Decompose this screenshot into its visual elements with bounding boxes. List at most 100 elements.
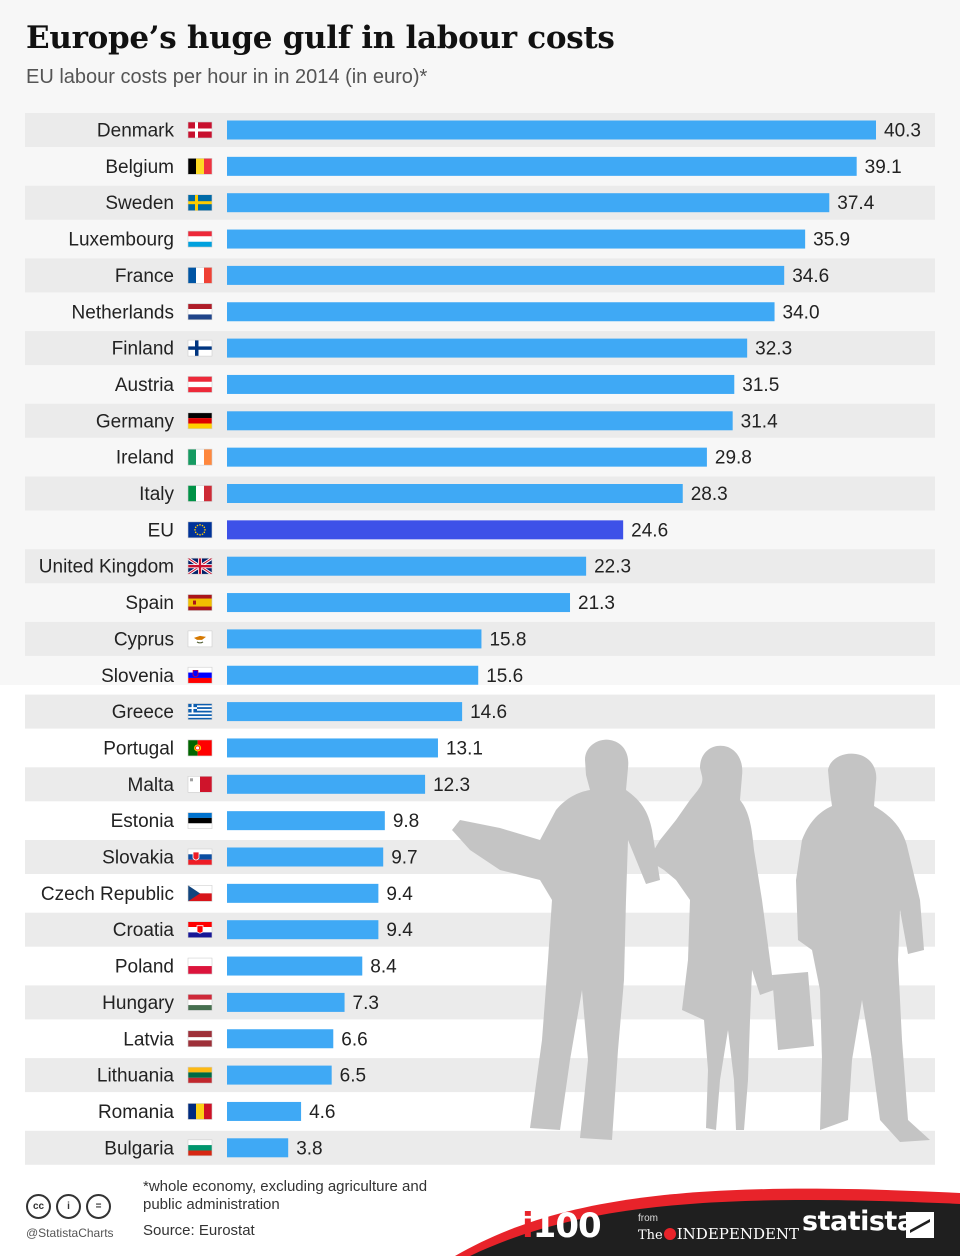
- category-label: Czech Republic: [41, 884, 174, 905]
- value-label: 34.0: [783, 302, 820, 323]
- flag-eu-icon: [187, 521, 213, 539]
- category-label: France: [115, 266, 174, 287]
- flag-france-icon: [187, 267, 213, 284]
- category-label: Romania: [98, 1102, 174, 1123]
- flag-sweden-icon: [187, 194, 213, 211]
- category-label: Latvia: [123, 1029, 174, 1050]
- flag-united-kingdom-icon: [187, 556, 213, 576]
- flag-malta-icon: [187, 775, 213, 793]
- value-label: 39.1: [865, 157, 902, 178]
- flag-denmark-icon: [187, 121, 213, 139]
- value-label: 35.9: [813, 230, 850, 251]
- bar: [227, 920, 379, 940]
- source-label: Source: Eurostat: [143, 1222, 255, 1239]
- bar: [227, 556, 587, 576]
- value-label: 31.5: [742, 375, 779, 396]
- license-icons: cc i =: [26, 1194, 111, 1219]
- bars: [227, 120, 876, 1158]
- creative-commons-icon: cc: [26, 1194, 51, 1219]
- bar: [227, 1138, 289, 1158]
- flag-finland-icon: [187, 339, 213, 357]
- bar: [227, 738, 438, 758]
- bar: [227, 593, 571, 613]
- flag-greece-icon: [187, 703, 213, 720]
- value-label: 6.5: [340, 1066, 366, 1087]
- row-band: [25, 1058, 935, 1093]
- bar: [227, 956, 363, 976]
- value-labels: 40.3 39.1 37.4 35.9 34.6 34.0 32.3 31.5 31.4 29.8…: [296, 121, 921, 1160]
- bar: [227, 411, 733, 431]
- i100-logo: i100: [522, 1206, 602, 1246]
- bar: [227, 811, 385, 831]
- bar: [227, 883, 379, 903]
- bar: [227, 156, 857, 176]
- bar: [227, 265, 785, 285]
- category-label: Netherlands: [72, 302, 174, 323]
- flag-cyprus-icon: [187, 630, 213, 648]
- value-label: 9.8: [393, 811, 419, 832]
- category-label: Greece: [112, 702, 174, 723]
- bar: [227, 374, 735, 394]
- bar: [227, 338, 748, 358]
- bar: [227, 484, 683, 503]
- bar: [227, 992, 345, 1012]
- value-label: 22.3: [594, 557, 631, 578]
- value-label: 9.4: [386, 884, 413, 905]
- no-derivatives-icon: =: [86, 1194, 111, 1219]
- value-label: 37.4: [837, 193, 874, 214]
- category-label: Portugal: [103, 738, 174, 759]
- category-labels: Denmark Belgium Sweden Luxembourg France Neth…: [39, 121, 175, 1160]
- category-label: Bulgaria: [104, 1138, 174, 1159]
- statista-logo: statista: [802, 1206, 915, 1237]
- flag-hungary-icon: [187, 994, 213, 1011]
- category-label: Croatia: [113, 920, 175, 941]
- category-label: Poland: [115, 957, 174, 978]
- value-label: 3.8: [296, 1138, 322, 1159]
- category-label: Italy: [139, 484, 174, 505]
- country-flags: [187, 121, 213, 1157]
- flag-belgium-icon: [187, 158, 213, 175]
- value-label: 29.8: [715, 448, 752, 469]
- category-label: Lithuania: [97, 1066, 175, 1087]
- value-label: 7.3: [353, 993, 379, 1014]
- bar: [227, 193, 830, 213]
- independent-eagle-icon: [663, 1228, 676, 1240]
- the-independent-logo: The INDEPENDENT: [638, 1225, 800, 1243]
- flag-austria-icon: [187, 376, 213, 393]
- value-label: 14.6: [470, 702, 507, 723]
- bar: [227, 1101, 302, 1121]
- silhouette-bag: [772, 972, 814, 1050]
- bar: [227, 447, 707, 467]
- category-label: Slovakia: [102, 848, 174, 869]
- category-label: Slovenia: [101, 666, 174, 687]
- value-label: 28.3: [691, 484, 728, 505]
- footnote: *whole economy, excluding agriculture an…: [143, 1178, 428, 1213]
- statista-handle: @StatistaCharts: [26, 1226, 114, 1240]
- value-label: 31.4: [741, 411, 778, 432]
- category-label: Luxembourg: [68, 230, 174, 251]
- bar: [227, 1065, 332, 1085]
- value-label: 9.7: [391, 848, 417, 869]
- category-label: Cyprus: [114, 629, 174, 650]
- row-band: [25, 694, 935, 729]
- bar: [227, 120, 876, 140]
- category-label: United Kingdom: [39, 557, 174, 578]
- flag-slovakia-icon: [187, 848, 213, 866]
- value-label: 15.6: [486, 666, 523, 687]
- bar: [227, 847, 384, 867]
- flag-bulgaria-icon: [187, 1139, 213, 1157]
- row-band: [25, 912, 935, 947]
- flag-italy-icon: [187, 485, 213, 502]
- value-label: 13.1: [446, 738, 483, 759]
- flag-estonia-icon: [187, 812, 213, 829]
- flag-czech-republic-icon: [187, 885, 213, 902]
- bar: [227, 1029, 334, 1049]
- silhouette-engineer: [452, 739, 660, 1140]
- category-label: EU: [148, 520, 174, 541]
- flag-portugal-icon: [187, 739, 213, 757]
- bar-chart: Denmark Belgium Sweden Luxembourg France Neth…: [25, 113, 935, 1165]
- category-label: Austria: [115, 375, 175, 396]
- category-label: Hungary: [102, 993, 174, 1014]
- flag-luxembourg-icon: [187, 230, 213, 248]
